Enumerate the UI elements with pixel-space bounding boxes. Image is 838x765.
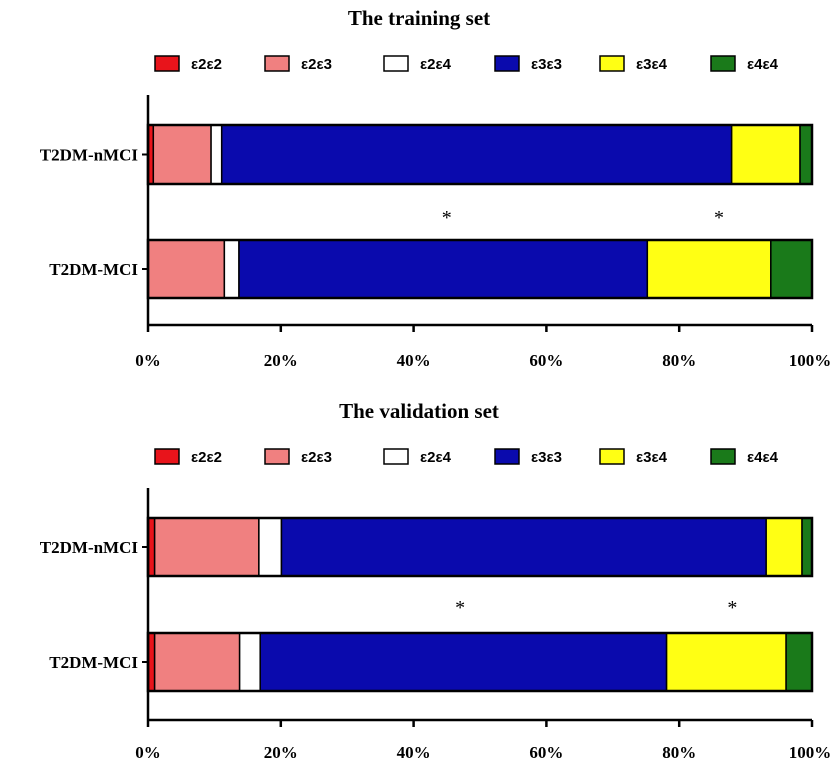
legend-label: ε3ε4 <box>636 56 668 73</box>
bar-segment <box>730 124 801 185</box>
legend-swatch <box>710 448 736 465</box>
bar-segment <box>785 632 813 692</box>
x-tick-label: 100% <box>789 351 832 370</box>
bar-segment <box>665 632 787 692</box>
legend-swatch <box>154 448 180 465</box>
bar-segment <box>220 124 733 185</box>
bar-segment <box>801 517 813 577</box>
legend: ε2ε2 ε2ε3 ε2ε4 ε3ε3 ε3ε4 ε4ε4 <box>154 55 779 73</box>
chart-panel-2: The validation set ε2ε2 ε2ε3 ε2ε4 ε3ε3 ε3ε4 ε4… <box>40 399 831 762</box>
bar-segment <box>147 239 226 299</box>
legend-label: ε2ε2 <box>191 56 222 73</box>
legend-swatch <box>264 448 290 465</box>
legend-swatch <box>264 55 290 72</box>
legend-swatch <box>494 448 520 465</box>
bar-segment <box>646 239 772 299</box>
chart-panel-1: The training set ε2ε2 ε2ε3 ε2ε4 ε3ε3 ε3ε4 ε4ε4… <box>40 6 831 370</box>
legend-label: ε2ε2 <box>191 449 222 466</box>
category-label: T2DM-nMCI <box>40 538 139 557</box>
x-tick-label: 40% <box>397 743 431 762</box>
x-tick-label: 0% <box>135 743 161 762</box>
legend-swatch <box>599 55 625 72</box>
x-tick-label: 60% <box>529 351 563 370</box>
legend-swatch <box>154 55 180 72</box>
chart-title: The training set <box>348 6 490 30</box>
bar-segment <box>770 239 813 299</box>
significance-mark: * <box>727 597 737 619</box>
x-tick-label: 40% <box>397 351 431 370</box>
legend-label: ε4ε4 <box>747 56 779 73</box>
legend-swatch <box>599 448 625 465</box>
bar-segment <box>258 517 283 577</box>
legend-swatch <box>383 448 409 465</box>
bar-segment <box>238 632 261 692</box>
legend-swatch <box>494 55 520 72</box>
legend-label: ε2ε4 <box>420 449 452 466</box>
x-tick-label: 60% <box>529 743 563 762</box>
bar-segment <box>210 124 223 185</box>
bar-segment <box>259 632 668 692</box>
legend-label: ε3ε3 <box>531 56 562 73</box>
bar-segment <box>223 239 240 299</box>
significance-mark: * <box>714 207 724 229</box>
category-label: T2DM-MCI <box>49 653 138 672</box>
bar-segment <box>152 124 212 185</box>
x-tick-label: 0% <box>135 351 161 370</box>
legend-label: ε2ε4 <box>420 56 452 73</box>
bar-segment <box>799 124 813 185</box>
legend-label: ε2ε3 <box>301 449 332 466</box>
legend-label: ε4ε4 <box>747 449 779 466</box>
x-tick-label: 80% <box>662 351 696 370</box>
bar-segment <box>280 517 767 577</box>
bar-segment <box>765 517 803 577</box>
x-tick-label: 20% <box>264 743 298 762</box>
bar-segment <box>238 239 649 299</box>
category-label: T2DM-MCI <box>49 260 138 279</box>
x-tick-label: 100% <box>789 743 832 762</box>
legend: ε2ε2 ε2ε3 ε2ε4 ε3ε3 ε3ε4 ε4ε4 <box>154 448 779 466</box>
category-label: T2DM-nMCI <box>40 146 139 165</box>
x-tick-label: 80% <box>662 743 696 762</box>
chart-title: The validation set <box>339 399 499 423</box>
legend-swatch <box>710 55 736 72</box>
significance-mark: * <box>442 207 452 229</box>
bar-segment <box>153 632 241 692</box>
significance-mark: * <box>455 597 465 619</box>
x-tick-label: 20% <box>264 351 298 370</box>
legend-label: ε3ε3 <box>531 449 562 466</box>
bar-segment <box>153 517 260 577</box>
legend-label: ε2ε3 <box>301 56 332 73</box>
legend-label: ε3ε4 <box>636 449 668 466</box>
legend-swatch <box>383 55 409 72</box>
